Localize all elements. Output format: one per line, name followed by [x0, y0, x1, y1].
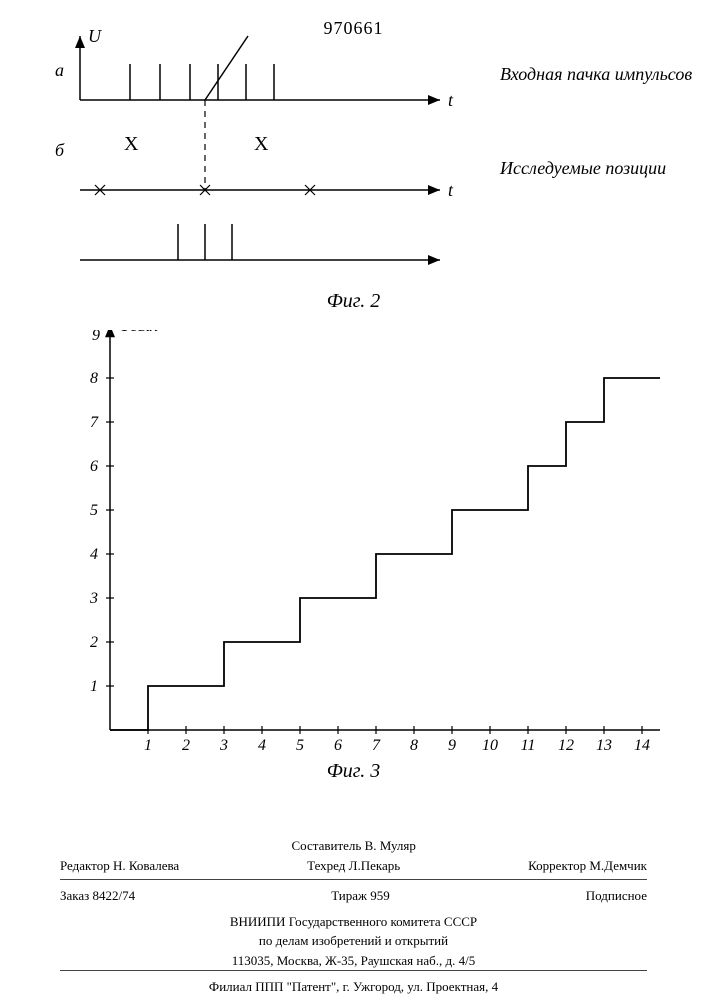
svg-text:X: X [254, 133, 269, 155]
editor: Редактор Н. Ковалева [60, 856, 179, 876]
svg-text:13: 13 [596, 737, 612, 754]
svg-text:9: 9 [92, 330, 100, 344]
fig3-caption: Фиг. 3 [0, 760, 707, 783]
svg-text:6: 6 [334, 737, 342, 754]
compiler: Составитель В. Муляр [291, 838, 415, 853]
svg-text:2: 2 [182, 737, 190, 754]
figure-2: Ut Входная пачка импульсов X Xt Исследуемые … [0, 0, 707, 290]
svg-text:8: 8 [410, 737, 418, 754]
subscription: Подписное [586, 886, 647, 906]
svg-text:3: 3 [89, 590, 98, 607]
svg-text:1: 1 [90, 678, 98, 695]
row-b-letter: б [55, 140, 64, 161]
svg-text:3: 3 [219, 737, 228, 754]
publisher-line3: 113035, Москва, Ж-35, Раушская наб., д. … [232, 953, 475, 968]
fig2-caption: Фиг. 2 [0, 290, 707, 313]
svg-text:Входная пачка импульсов: Входная пачка импульсов [500, 64, 692, 84]
footer: Редактор Н. Ковалева Составитель В. Муля… [60, 830, 647, 1001]
publisher-line2: по делам изобретений и открытий [259, 933, 448, 948]
svg-text:9: 9 [448, 737, 456, 754]
svg-text:U: U [88, 26, 102, 46]
svg-text:Tвых: Tвых [120, 330, 158, 335]
svg-text:t: t [448, 180, 454, 200]
branch-line: Филиал ППП "Патент", г. Ужгород, ул. Про… [60, 970, 647, 1001]
svg-text:4: 4 [90, 546, 98, 563]
svg-text:2: 2 [90, 634, 98, 651]
figure-3: Tвых9Tвх123456781234567891011121314 [50, 330, 660, 760]
svg-text:7: 7 [90, 414, 99, 431]
svg-text:5: 5 [90, 502, 98, 519]
svg-text:7: 7 [372, 737, 381, 754]
footer-mid-col: Составитель В. Муляр Техред Л.Пекарь [291, 836, 415, 875]
svg-text:14: 14 [634, 737, 650, 754]
svg-text:1: 1 [144, 737, 152, 754]
svg-text:Исследуемые позиции: Исследуемые позиции [499, 158, 666, 178]
print-run: Тираж 959 [331, 886, 390, 906]
page: 970661 UtВходная пачка импульсовXXtИссле… [0, 0, 707, 1000]
tech-editor: Техред Л.Пекарь [307, 858, 400, 873]
svg-text:5: 5 [296, 737, 304, 754]
svg-text:X: X [124, 133, 139, 155]
publisher-line1: ВНИИПИ Государственного комитета СССР [230, 914, 477, 929]
svg-text:10: 10 [482, 737, 498, 754]
order-number: Заказ 8422/74 [60, 886, 135, 906]
corrector: Корректор М.Демчик [528, 856, 647, 876]
svg-text:11: 11 [521, 737, 536, 754]
row-a-letter: а [55, 60, 64, 81]
svg-text:12: 12 [558, 737, 574, 754]
svg-text:t: t [448, 90, 454, 110]
svg-text:8: 8 [90, 370, 98, 387]
svg-text:6: 6 [90, 458, 98, 475]
svg-text:4: 4 [258, 737, 266, 754]
